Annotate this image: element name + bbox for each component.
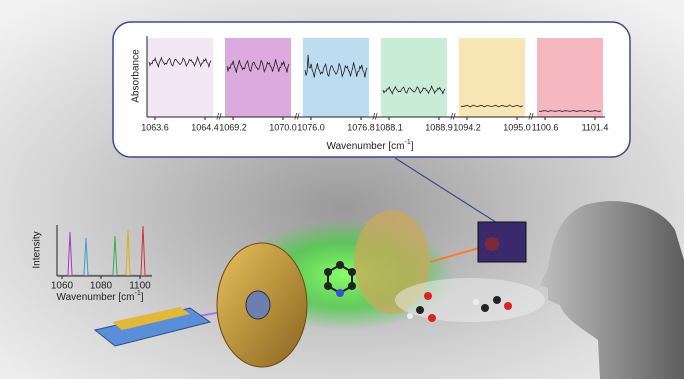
x-tick-label: 1070.0	[269, 122, 297, 132]
x-label-end: ]	[141, 292, 144, 303]
x-tick-label: 1088.1	[375, 122, 403, 132]
spectrum-panel	[147, 38, 213, 117]
detector-window	[485, 237, 499, 251]
axis-break: //	[528, 111, 534, 121]
axis-break: //	[372, 111, 378, 121]
x-label: Wavenumber [cm-1]	[327, 139, 414, 152]
mirror-hole	[246, 291, 270, 319]
x-tick-label: 1064.4	[191, 122, 219, 132]
spectrum-panel	[225, 38, 291, 117]
x-tick-label: 1100.6	[532, 122, 559, 132]
smoke	[395, 278, 545, 322]
x-tick-label: 1094.2	[453, 122, 481, 132]
spectrum-panel	[303, 38, 369, 117]
axis-break: //	[294, 111, 300, 121]
x-tick-label: 1095.0	[503, 122, 531, 132]
emission-y-label: Intensity	[32, 231, 43, 268]
spectrum-panel	[381, 38, 447, 117]
spectrum-panel	[459, 38, 525, 117]
y-label: Absorbance	[131, 49, 142, 103]
axis-break: //	[450, 111, 456, 121]
x-tick-label: 1088.9	[425, 122, 453, 132]
x-label-main: Wavenumber [cm	[327, 141, 405, 152]
x-tick-label: 1069.2	[219, 122, 247, 132]
detector	[478, 222, 526, 262]
emission-x-label: Wavenumber [cm-1]	[57, 290, 144, 303]
x-label-main: Wavenumber [cm	[57, 292, 135, 303]
figure: 1063.61064.41069.21070.0//1076.01076.8//…	[0, 0, 684, 379]
x-tick-label: 1076.8	[347, 122, 375, 132]
x-tick-label: 1063.6	[141, 122, 169, 132]
axis-break: //	[216, 111, 222, 121]
x-tick-label: 1080	[90, 281, 113, 292]
x-label-end: ]	[411, 141, 414, 152]
x-tick-label: 1101.4	[582, 122, 609, 132]
spectrum-panel	[537, 38, 603, 117]
x-tick-label: 1076.0	[297, 122, 325, 132]
x-tick-label: 1060	[51, 281, 74, 292]
